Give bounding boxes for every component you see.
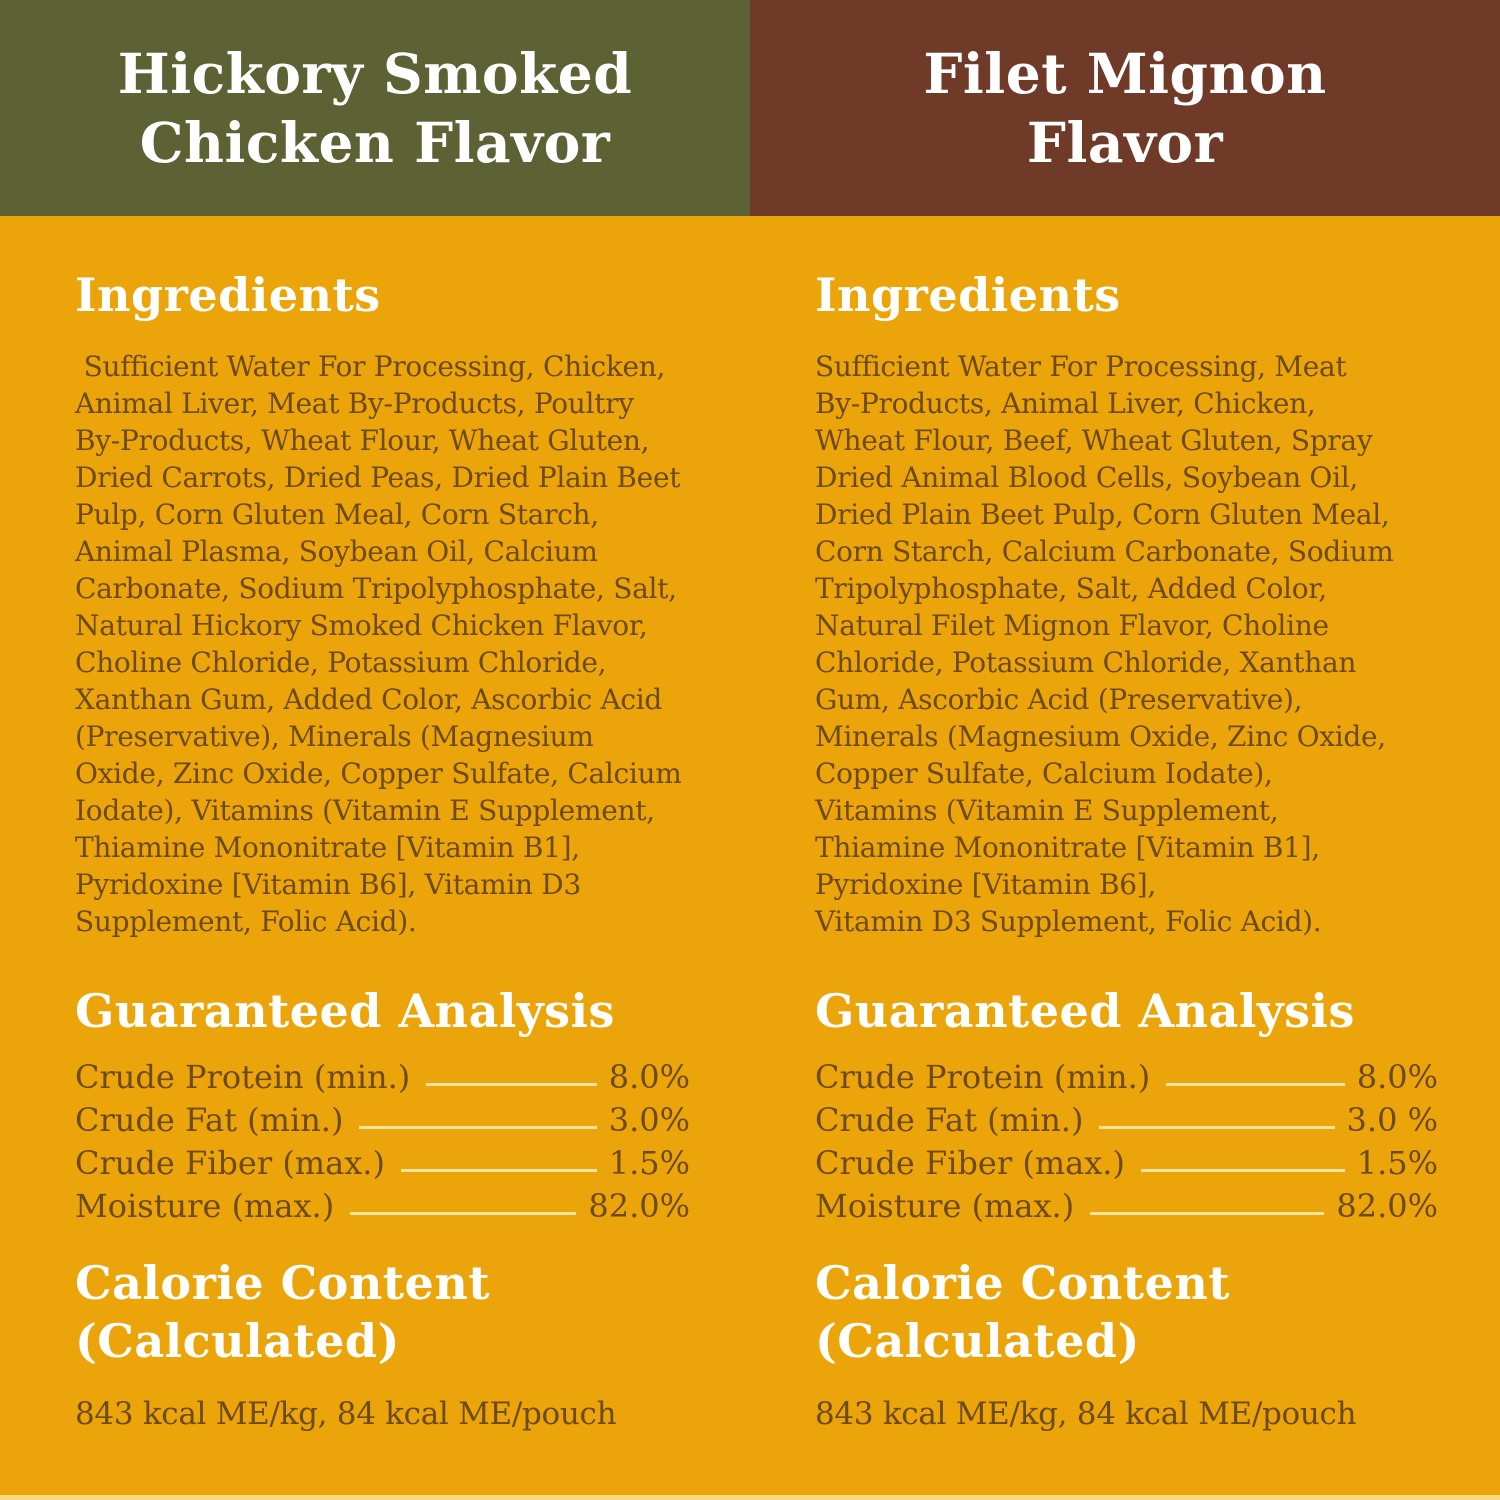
analysis-row: Crude Fiber (max.) 1.5%: [75, 1140, 690, 1183]
calorie-title-left: Calorie Content (Calculated): [75, 1256, 491, 1368]
column-hickory-chicken: Ingredients Sufficient Water For Process…: [0, 216, 750, 1500]
ingredients-text-right: Sufficient Water For Processing, Meat By…: [815, 350, 1394, 938]
flavor-header-hickory-chicken-text: Hickory Smoked Chicken Flavor: [117, 41, 633, 175]
calorie-text-right: 843 kcal ME/kg, 84 kcal ME/pouch: [815, 1396, 1357, 1432]
bottom-edge-strip: [0, 1495, 1500, 1500]
analysis-value: 82.0%: [1336, 1187, 1438, 1225]
ingredients-text-left: Sufficient Water For Processing, Chicken…: [75, 350, 682, 938]
analysis-row: Crude Protein (min.) 8.0%: [75, 1054, 690, 1097]
analysis-value: 8.0%: [608, 1058, 690, 1096]
analysis-label: Crude Fat (min.): [75, 1101, 344, 1139]
analysis-value: 1.5%: [608, 1144, 690, 1182]
analysis-label: Crude Fat (min.): [815, 1101, 1084, 1139]
column-filet-mignon: Ingredients Sufficient Water For Process…: [750, 216, 1500, 1500]
leader-line: [1166, 1083, 1345, 1086]
calorie-title-right: Calorie Content (Calculated): [815, 1256, 1231, 1368]
flavor-header-filet-mignon: Filet Mignon Flavor: [750, 0, 1500, 216]
leader-line: [400, 1169, 597, 1172]
analysis-row: Crude Fat (min.) 3.0%: [75, 1097, 690, 1140]
leader-line: [350, 1212, 577, 1215]
leader-line: [1140, 1169, 1345, 1172]
leader-line: [1099, 1126, 1335, 1129]
analysis-value: 3.0%: [608, 1101, 690, 1139]
analysis-row: Moisture (max.) 82.0%: [815, 1183, 1438, 1226]
analysis-label: Crude Protein (min.): [815, 1058, 1151, 1096]
analysis-label: Crude Protein (min.): [75, 1058, 411, 1096]
analysis-row: Moisture (max.) 82.0%: [75, 1183, 690, 1226]
calorie-text-left: 843 kcal ME/kg, 84 kcal ME/pouch: [75, 1396, 617, 1432]
analysis-row: Crude Protein (min.) 8.0%: [815, 1054, 1438, 1097]
analysis-value: 8.0%: [1356, 1058, 1438, 1096]
guaranteed-analysis-title-left: Guaranteed Analysis: [75, 984, 615, 1038]
ingredients-title-left: Ingredients: [75, 268, 381, 322]
flavor-header-filet-mignon-text: Filet Mignon Flavor: [923, 41, 1327, 175]
analysis-label: Moisture (max.): [815, 1187, 1075, 1225]
analysis-row: Crude Fat (min.) 3.0 %: [815, 1097, 1438, 1140]
analysis-label: Crude Fiber (max.): [75, 1144, 385, 1182]
analysis-table-left: Crude Protein (min.) 8.0% Crude Fat (min…: [75, 1054, 690, 1226]
leader-line: [359, 1126, 597, 1129]
leader-line: [426, 1083, 597, 1086]
analysis-value: 3.0 %: [1346, 1101, 1438, 1139]
flavor-header-hickory-chicken: Hickory Smoked Chicken Flavor: [0, 0, 750, 216]
analysis-row: Crude Fiber (max.) 1.5%: [815, 1140, 1438, 1183]
analysis-label: Crude Fiber (max.): [815, 1144, 1125, 1182]
guaranteed-analysis-title-right: Guaranteed Analysis: [815, 984, 1355, 1038]
leader-line: [1090, 1212, 1325, 1215]
analysis-table-right: Crude Protein (min.) 8.0% Crude Fat (min…: [815, 1054, 1438, 1226]
ingredients-title-right: Ingredients: [815, 268, 1121, 322]
analysis-label: Moisture (max.): [75, 1187, 335, 1225]
analysis-value: 1.5%: [1356, 1144, 1438, 1182]
analysis-value: 82.0%: [588, 1187, 690, 1225]
